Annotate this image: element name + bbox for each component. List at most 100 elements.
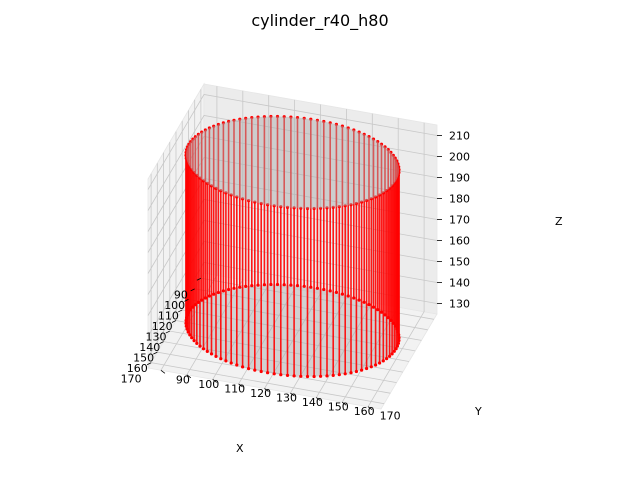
x-tick-label: 160 xyxy=(127,362,148,375)
bottom-point xyxy=(189,308,193,312)
bottom-point xyxy=(312,374,316,379)
bottom-point xyxy=(346,294,350,298)
bottom-point xyxy=(227,287,231,292)
top-point xyxy=(309,117,313,121)
top-point xyxy=(209,184,214,188)
top-point xyxy=(360,200,364,204)
y-tick-mark xyxy=(290,392,295,397)
top-point xyxy=(198,176,202,180)
bottom-point xyxy=(235,363,239,367)
bottom-point xyxy=(256,283,260,287)
top-point xyxy=(219,189,223,193)
bottom-point xyxy=(190,336,194,340)
top-point xyxy=(322,119,326,124)
top-point xyxy=(325,206,329,210)
bottom-point xyxy=(391,321,395,325)
top-point xyxy=(196,132,200,136)
top-point xyxy=(299,206,303,210)
bottom-point xyxy=(292,374,296,378)
bottom-point xyxy=(376,308,380,312)
x-tick-label: 100 xyxy=(164,299,185,312)
top-point xyxy=(389,150,393,154)
bottom-point xyxy=(188,333,192,337)
top-point xyxy=(227,119,231,124)
bottom-point xyxy=(393,324,397,328)
bottom-point xyxy=(343,372,347,376)
bottom-point xyxy=(331,373,335,377)
bottom-point xyxy=(184,321,188,325)
y-tick-label: 140 xyxy=(302,396,323,409)
bottom-point xyxy=(216,290,220,295)
bottom-point xyxy=(247,367,251,371)
top-point xyxy=(203,128,207,132)
top-point xyxy=(362,132,366,136)
bottom-point xyxy=(195,341,199,345)
bottom-point xyxy=(186,330,190,334)
top-point xyxy=(319,206,323,210)
top-point xyxy=(195,173,199,177)
top-point xyxy=(192,171,196,175)
bottom-point xyxy=(362,300,366,304)
bottom-point xyxy=(322,287,326,292)
top-point xyxy=(256,115,260,119)
z-axis-label: Z xyxy=(555,215,563,228)
bottom-point xyxy=(389,318,393,322)
bottom-point xyxy=(340,292,344,296)
bottom-point xyxy=(392,349,396,353)
x-tick-mark xyxy=(146,362,152,366)
bottom-point xyxy=(241,365,245,369)
top-point xyxy=(357,130,361,134)
bottom-point xyxy=(203,296,207,300)
top-point xyxy=(340,124,344,128)
top-point xyxy=(244,116,248,120)
bottom-point xyxy=(185,327,189,331)
top-point xyxy=(189,140,193,144)
top-point xyxy=(396,162,400,166)
top-point xyxy=(343,204,347,208)
top-point xyxy=(392,181,396,185)
x-tick-mark xyxy=(196,277,202,281)
bottom-point xyxy=(383,313,387,317)
bottom-point xyxy=(285,373,290,377)
top-point xyxy=(266,203,270,207)
y-tick-label: 110 xyxy=(224,382,245,395)
z-tick-label: 130 xyxy=(449,298,470,311)
bottom-point xyxy=(289,283,293,287)
y-tick-mark xyxy=(264,388,269,392)
bottom-point xyxy=(357,298,361,302)
bottom-point xyxy=(386,316,390,320)
top-point xyxy=(337,205,341,209)
y-tick-mark xyxy=(238,383,243,388)
top-point xyxy=(346,126,350,130)
bottom-point xyxy=(196,300,200,304)
y-axis-label: Y xyxy=(474,405,482,418)
y-tick-mark xyxy=(316,397,321,401)
top-point xyxy=(397,168,401,172)
top-point xyxy=(235,195,239,199)
top-point xyxy=(232,118,236,122)
y-tick-label: 150 xyxy=(328,401,349,414)
top-point xyxy=(371,137,376,141)
bottom-point xyxy=(328,289,332,293)
y-tick-label: 120 xyxy=(250,387,271,400)
bottom-point xyxy=(219,357,223,361)
top-point xyxy=(352,128,356,132)
x-tick-label: 110 xyxy=(158,309,179,322)
top-point xyxy=(390,184,394,188)
bottom-point xyxy=(238,285,242,289)
top-point xyxy=(282,115,286,119)
bottom-point xyxy=(229,361,233,365)
top-point xyxy=(395,159,399,163)
top-point xyxy=(184,150,188,155)
top-point xyxy=(250,116,254,120)
x-tick-mark xyxy=(178,309,183,313)
top-point xyxy=(302,116,306,120)
bottom-point xyxy=(187,310,191,314)
bottom-point xyxy=(365,366,369,371)
bottom-point xyxy=(369,365,373,369)
bottom-point xyxy=(360,368,364,372)
top-point xyxy=(378,193,382,197)
top-point xyxy=(247,199,251,203)
top-point xyxy=(201,179,206,183)
